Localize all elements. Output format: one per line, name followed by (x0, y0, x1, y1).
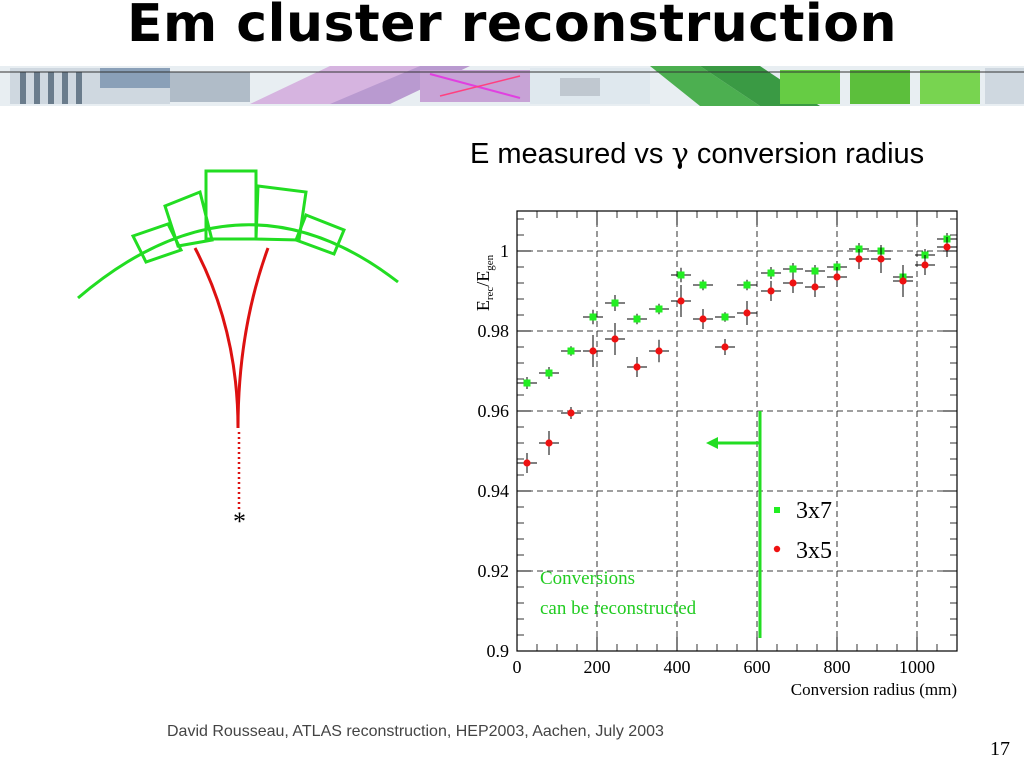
data-point-3x5 (877, 255, 885, 263)
data-point-3x5 (833, 273, 841, 281)
detector-banner-image (0, 66, 1024, 106)
track-right (236, 247, 270, 429)
x-tick-labels: 0 200 400 600 800 1000 (513, 657, 936, 677)
annotation-line-1: Conversions (540, 568, 635, 589)
page-number: 17 (990, 738, 1010, 760)
data-point-3x5 (743, 309, 751, 317)
calorimeter-cell (130, 222, 184, 264)
data-point-3x5 (545, 439, 553, 447)
data-point-3x5 (633, 363, 641, 371)
data-point-3x7 (655, 305, 663, 313)
x-tick-label: 1000 (899, 657, 935, 677)
data-point-3x7 (811, 267, 819, 275)
vertex-marker: * (233, 507, 246, 536)
calorimeter-cell (294, 213, 346, 256)
data-point-3x7 (545, 369, 553, 377)
legend-label-3x7: 3x7 (796, 498, 832, 524)
data-point-3x7 (523, 379, 531, 387)
series-3x7 (517, 233, 957, 389)
calorimeter-arc (77, 223, 399, 300)
data-point-3x7 (677, 271, 685, 279)
data-point-3x7 (633, 315, 641, 323)
data-point-3x5 (789, 279, 797, 287)
y-tick-label: 0.94 (478, 481, 510, 501)
y-tick-label: 0.92 (478, 561, 510, 581)
x-tick-label: 400 (664, 657, 691, 677)
data-point-3x5 (699, 315, 707, 323)
legend-marker-3x5 (773, 545, 781, 553)
electron-tracks (193, 247, 270, 429)
x-tick-label: 200 (584, 657, 611, 677)
y-tick-label: 0.98 (478, 321, 510, 341)
data-point-3x5 (767, 287, 775, 295)
data-point-3x5 (921, 261, 929, 269)
track-left (193, 247, 240, 429)
x-tick-label: 600 (744, 657, 771, 677)
data-point-3x5 (855, 255, 863, 263)
data-point-3x7 (899, 273, 907, 281)
data-point-3x7 (699, 281, 707, 289)
y-tick-label: 1 (500, 241, 509, 261)
slide-title: Em cluster reconstruction (126, 0, 897, 54)
data-point-3x7 (855, 245, 863, 253)
annotation-line-2: can be reconstructed (540, 598, 697, 619)
data-point-3x5 (611, 335, 619, 343)
data-point-3x7 (921, 251, 929, 259)
data-point-3x7 (877, 247, 885, 255)
data-point-3x7 (611, 299, 619, 307)
data-point-3x5 (899, 277, 907, 285)
data-point-3x5 (523, 459, 531, 467)
y-axis-label: Erec/Egen (473, 254, 496, 311)
data-point-3x7 (589, 313, 597, 321)
plot-frame (516, 210, 958, 652)
data-point-3x7 (789, 265, 797, 273)
x-tick-label: 800 (824, 657, 851, 677)
y-tick-label: 0.9 (487, 641, 510, 661)
y-tick-label: 0.96 (478, 401, 510, 421)
chart-heading-suffix: conversion radius (688, 138, 925, 170)
annotation-arrow-head (706, 437, 718, 449)
data-point-3x5 (677, 297, 685, 305)
data-series (517, 233, 957, 473)
data-point-3x5 (811, 283, 819, 291)
data-point-3x7 (943, 235, 951, 243)
x-axis-label: Conversion radius (mm) (791, 680, 957, 699)
data-point-3x7 (743, 281, 751, 289)
data-point-3x5 (943, 243, 951, 251)
data-point-3x7 (833, 263, 841, 271)
x-tick-label: 0 (513, 657, 522, 677)
chart-heading-prefix: E measured vs (470, 138, 672, 170)
y-tick-labels: 0.9 0.92 0.94 0.96 0.98 1 (478, 241, 510, 661)
legend: 3x7 3x5 (773, 498, 832, 564)
data-point-3x5 (721, 343, 729, 351)
gamma-symbol: γ (671, 136, 689, 170)
data-point-3x5 (567, 409, 575, 417)
data-point-3x7 (767, 269, 775, 277)
data-point-3x7 (721, 313, 729, 321)
series-3x5 (517, 237, 957, 473)
footer-credit: David Rousseau, ATLAS reconstruction, HE… (167, 723, 664, 740)
conversion-diagram: * (77, 169, 399, 536)
grid-lines (517, 211, 957, 652)
calorimeter-cells (77, 169, 399, 300)
legend-label-3x5: 3x5 (796, 538, 832, 564)
chart-heading: E measured vs γ conversion radius (470, 136, 924, 171)
legend-marker-3x7 (774, 507, 780, 513)
axis-ticks (516, 211, 958, 652)
data-point-3x5 (655, 347, 663, 355)
data-point-3x5 (589, 347, 597, 355)
data-point-3x7 (567, 347, 575, 355)
